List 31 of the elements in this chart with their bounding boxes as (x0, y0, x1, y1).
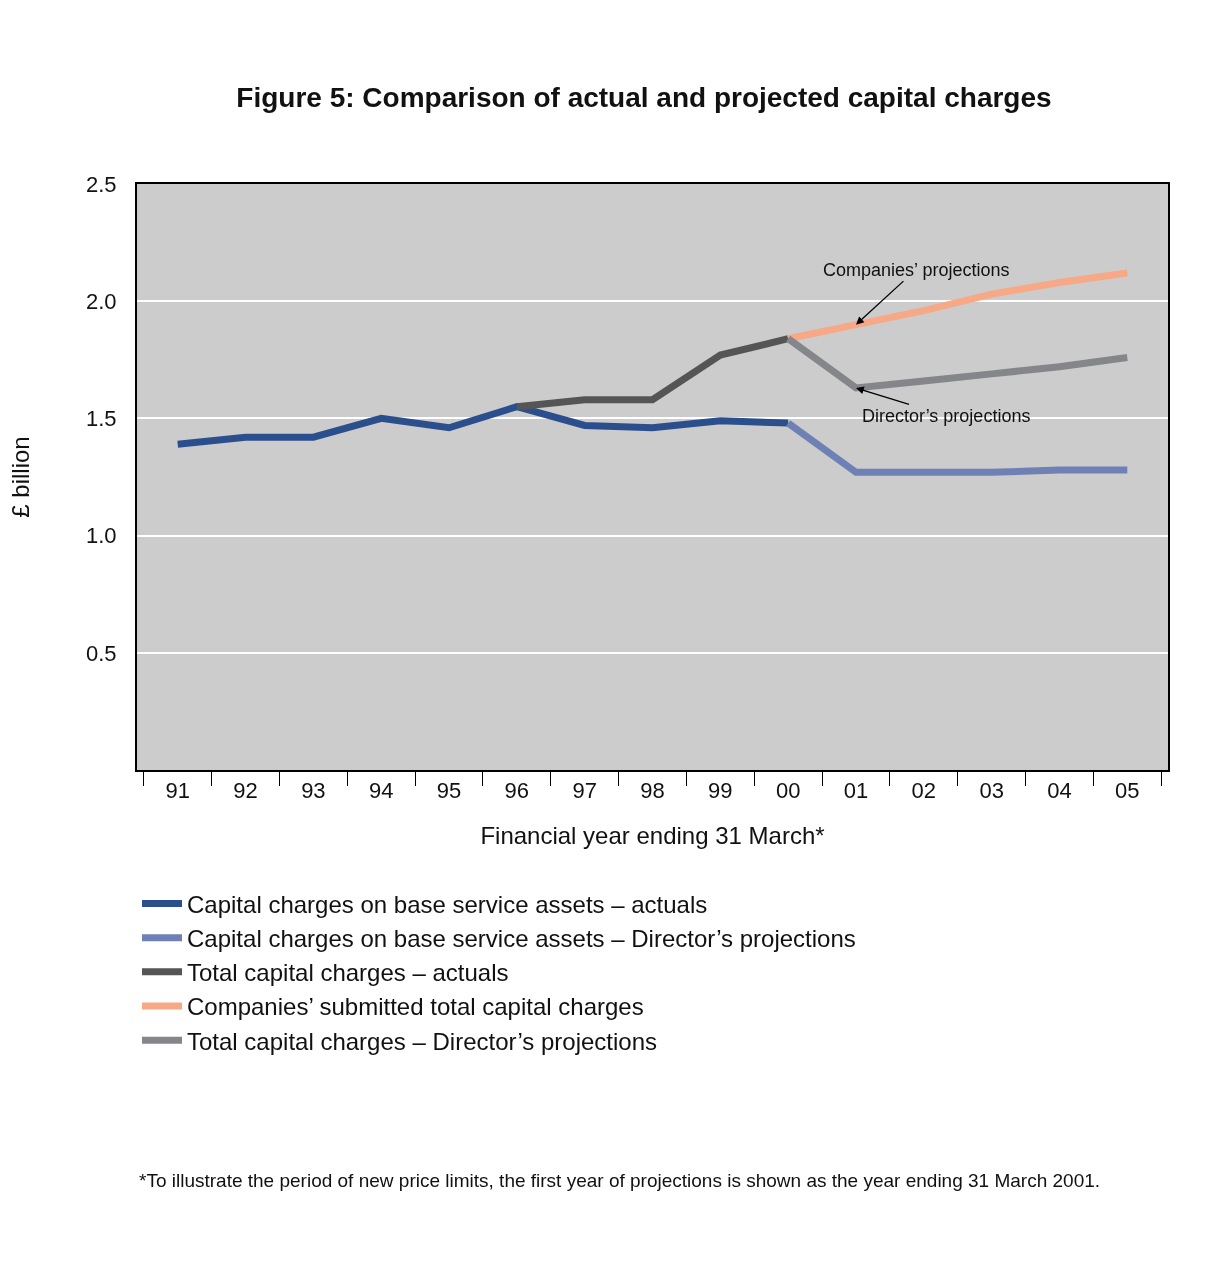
legend-label: Total capital charges – actuals (187, 959, 509, 987)
y-tick-label: 2.0 (86, 288, 117, 314)
x-tick-label: 02 (911, 778, 937, 804)
x-tick-label: 94 (368, 778, 394, 804)
y-tick-label: 0.5 (86, 640, 117, 666)
x-tick-label: 03 (979, 778, 1004, 804)
x-tick-label: 99 (708, 778, 733, 804)
legend-label: Capital charges on base service assets – actuals (187, 890, 708, 918)
x-tick-label: 92 (233, 778, 258, 804)
x-tick-label: 96 (504, 778, 530, 804)
x-tick-label: 05 (1115, 778, 1140, 804)
y-tick-label: 1.0 (86, 523, 117, 549)
x-tick-label: 93 (301, 778, 326, 804)
annotation: Director’s projections (862, 406, 1031, 426)
x-tick-label: 91 (165, 778, 190, 804)
legend-label: Companies’ submitted total capital charges (187, 993, 644, 1021)
y-tick-label: 2.5 (86, 171, 117, 197)
x-tick-label: 95 (436, 778, 462, 804)
y-axis-title: £ billion (6, 436, 34, 518)
y-tick-label: 1.5 (86, 406, 117, 432)
legend-label: Total capital charges – Director’s projections (187, 1027, 658, 1055)
annotation: Companies’ projections (823, 260, 1010, 280)
x-tick-label: 04 (1047, 778, 1072, 804)
x-tick-label: 00 (775, 778, 801, 804)
x-axis-title: Financial year ending 31 March* (480, 822, 825, 850)
x-tick-label: 98 (640, 778, 665, 804)
x-tick-label: 97 (572, 778, 597, 804)
x-tick-label: 01 (843, 778, 869, 804)
text: *To illustrate the period of new price limits, the first year of projections is shown as the year ending 31 March 2001. (139, 1170, 1101, 1191)
chart-title: Figure 5: Comparison of actual and projected capital charges (236, 81, 1052, 113)
legend-label: Capital charges on base service assets – Director’s projections (187, 925, 856, 952)
